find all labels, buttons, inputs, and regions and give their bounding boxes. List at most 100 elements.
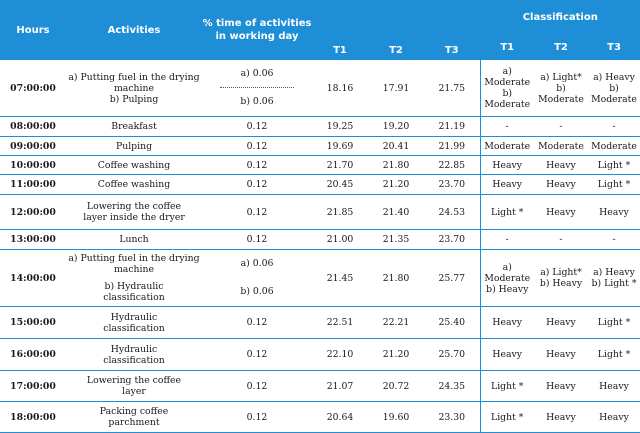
header-pct: % time of activities in working day	[202, 0, 312, 60]
class-b: b) Moderate	[538, 82, 584, 105]
class-t2-cell: a) Light* b) Moderate	[534, 60, 588, 117]
t1-cell: 21.07	[312, 370, 368, 402]
pct-cell: 0.12	[202, 174, 312, 195]
activity-cell: Lowering the coffee layer	[66, 370, 202, 402]
header-class-t3: T3	[588, 34, 640, 60]
class-t1-cell: Heavy	[479, 338, 534, 371]
t3-cell: 25.70	[424, 338, 480, 371]
activity-cell: Hydraulic classification	[66, 306, 202, 339]
class-t3-cell: Light *	[588, 338, 640, 371]
hour-cell: 18:00:00	[0, 401, 66, 433]
activity-cell: Packing coffee parchment	[66, 401, 202, 433]
pct-cell: 0.12	[202, 136, 312, 156]
t2-cell: 20.72	[368, 370, 424, 402]
table-row: 09:00:00 Pulping 0.12 19.69 20.41 21.99 …	[0, 136, 640, 156]
class-t3-cell: -	[588, 229, 640, 250]
activity-b: b) Hydraulic classification	[103, 281, 165, 303]
class-a: a) Light*	[540, 267, 582, 278]
pct-cell: 0.12	[202, 229, 312, 250]
t3-cell: 25.77	[424, 249, 480, 307]
class-t1-cell: Heavy	[479, 306, 534, 339]
table-row: 07:00:00 a) Putting fuel in the drying m…	[0, 60, 640, 117]
t3-cell: 23.70	[424, 174, 480, 195]
pct-cell: a) 0.06 b) 0.06	[202, 249, 312, 307]
class-t2-cell: Heavy	[534, 338, 588, 371]
class-t1-cell: Light *	[479, 194, 534, 230]
class-t1-cell: Moderate	[479, 136, 534, 156]
activity-cell: Lowering the coffee layer inside the dry…	[66, 194, 202, 230]
class-t3-cell: Light *	[588, 174, 640, 195]
class-t2-cell: a) Light* b) Heavy	[534, 249, 588, 307]
t2-cell: 22.21	[368, 306, 424, 339]
hour-cell: 17:00:00	[0, 370, 66, 402]
table-row: 16:00:00 Hydraulic classification 0.12 2…	[0, 338, 640, 371]
t2-cell: 17.91	[368, 60, 424, 117]
class-t2-cell: Heavy	[534, 194, 588, 230]
t1-cell: 19.25	[312, 116, 368, 137]
pct-b: b) 0.06	[240, 286, 274, 297]
pct-cell: 0.12	[202, 155, 312, 175]
activity-a: a) Putting fuel in the drying machine	[68, 71, 200, 94]
t3-cell: 23.30	[424, 401, 480, 433]
pct-cell: 0.12	[202, 306, 312, 339]
class-t3-cell: Moderate	[588, 136, 640, 156]
hour-cell: 11:00:00	[0, 174, 66, 195]
class-t1-cell: -	[479, 116, 534, 137]
header-activities: Activities	[66, 0, 202, 60]
class-b: b) Heavy	[539, 278, 583, 289]
class-t3-cell: Heavy	[588, 401, 640, 433]
activity-cell: Coffee washing	[66, 174, 202, 195]
t2-cell: 19.20	[368, 116, 424, 137]
class-t3-cell: Light *	[588, 306, 640, 339]
hour-cell: 16:00:00	[0, 338, 66, 371]
activity-cell: Lunch	[66, 229, 202, 250]
t1-cell: 19.69	[312, 136, 368, 156]
class-t1-cell: Light *	[479, 370, 534, 402]
class-a: a) Heavy	[593, 267, 635, 278]
class-b: b) Light *	[591, 278, 637, 289]
pct-cell: 0.12	[202, 194, 312, 230]
class-a: a) Moderate	[484, 261, 531, 284]
header-t3: T3	[424, 0, 480, 60]
t1-cell: 18.16	[312, 60, 368, 117]
table-row: 15:00:00 Hydraulic classification 0.12 2…	[0, 306, 640, 339]
class-t3-cell: -	[588, 116, 640, 137]
class-t3-cell: Light *	[588, 155, 640, 175]
class-t2-cell: Heavy	[534, 370, 588, 402]
activity-cell: Pulping	[66, 136, 202, 156]
pct-a: a) 0.06	[240, 68, 274, 79]
class-t3-cell: Heavy	[588, 194, 640, 230]
pct-a: a) 0.06	[240, 258, 274, 269]
pct-cell: 0.12	[202, 401, 312, 433]
header-t1: T1	[312, 0, 368, 60]
class-a: a) Heavy	[593, 71, 635, 83]
table-row: 14:00:00 a) Putting fuel in the drying m…	[0, 249, 640, 307]
t1-cell: 21.00	[312, 229, 368, 250]
t3-cell: 23.70	[424, 229, 480, 250]
t2-cell: 19.60	[368, 401, 424, 433]
header-hours: Hours	[0, 0, 66, 60]
t1-cell: 20.64	[312, 401, 368, 433]
class-t3-cell: Heavy	[588, 370, 640, 402]
class-t2-cell: Heavy	[534, 401, 588, 433]
activity-cell: Breakfast	[66, 116, 202, 137]
activity-a: a) Putting fuel in the drying machine	[68, 253, 200, 275]
class-a: a) Light*	[540, 71, 582, 83]
class-b: b) Heavy	[486, 283, 529, 295]
t2-cell: 21.20	[368, 174, 424, 195]
class-t2-cell: Heavy	[534, 306, 588, 339]
header-class-t1: T1	[479, 34, 534, 60]
t1-cell: 21.45	[312, 249, 368, 307]
hour-cell: 09:00:00	[0, 136, 66, 156]
class-t1-cell: a) Moderate b) Moderate	[479, 60, 534, 117]
t2-cell: 21.40	[368, 194, 424, 230]
t3-cell: 21.99	[424, 136, 480, 156]
class-b: b) Moderate	[591, 82, 637, 105]
hour-cell: 10:00:00	[0, 155, 66, 175]
hour-cell: 15:00:00	[0, 306, 66, 339]
activity-cell: a) Putting fuel in the drying machine b)…	[66, 60, 202, 117]
table-row: 17:00:00 Lowering the coffee layer 0.12 …	[0, 370, 640, 402]
class-t2-cell: Heavy	[534, 174, 588, 195]
t3-cell: 25.40	[424, 306, 480, 339]
t2-cell: 21.80	[368, 155, 424, 175]
